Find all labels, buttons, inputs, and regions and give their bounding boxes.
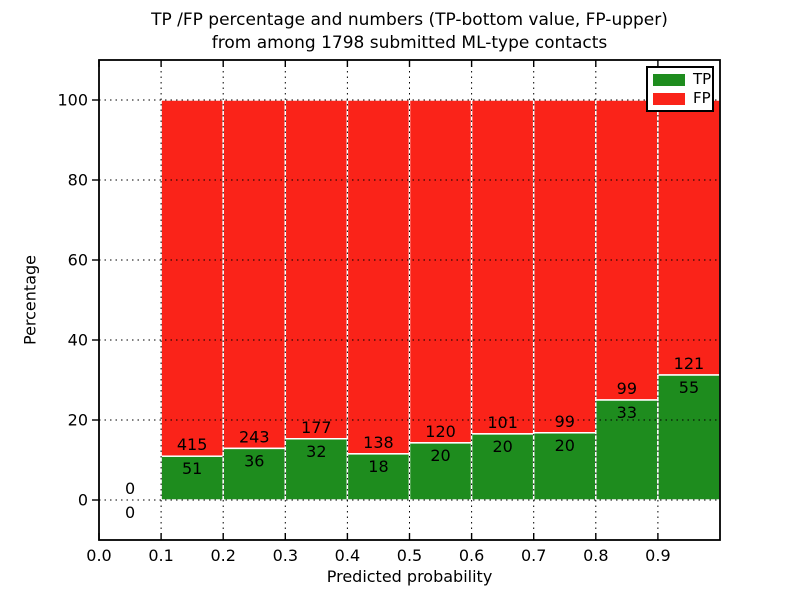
tp-count-label-4: 18 bbox=[368, 457, 388, 476]
fp-bar-segment-2 bbox=[222, 99, 287, 450]
x-tick-label-0.6: 0.6 bbox=[459, 546, 484, 565]
tp-swatch-icon bbox=[653, 73, 685, 86]
y-tick-label-60: 60 bbox=[68, 251, 88, 270]
y-tick-label-20: 20 bbox=[68, 411, 88, 430]
fp-count-label-1: 415 bbox=[177, 435, 208, 454]
tp-count-label-5: 20 bbox=[430, 446, 450, 465]
x-tick-label-0.9: 0.9 bbox=[645, 546, 670, 565]
fp-count-label-3: 177 bbox=[301, 418, 332, 437]
x-tick-label-0.5: 0.5 bbox=[397, 546, 422, 565]
tp-count-label-2: 36 bbox=[244, 451, 264, 470]
fp-legend-label: FP bbox=[693, 89, 711, 107]
x-tick-label-0.7: 0.7 bbox=[521, 546, 546, 565]
fp-count-label-6: 101 bbox=[487, 413, 518, 432]
legend-entry-tp: TP bbox=[653, 72, 711, 87]
fp-bar-segment-9 bbox=[657, 99, 721, 376]
tp-count-label-9: 55 bbox=[679, 378, 699, 397]
tp-bar-segment-2 bbox=[222, 447, 287, 501]
tp-count-label-1: 51 bbox=[182, 459, 202, 478]
fp-count-label-7: 99 bbox=[555, 412, 575, 431]
tp-bar-segment-4 bbox=[346, 453, 411, 501]
tp-count-label-7: 20 bbox=[555, 436, 575, 455]
x-tick-label-0.3: 0.3 bbox=[273, 546, 298, 565]
x-tick-label-0.2: 0.2 bbox=[210, 546, 235, 565]
tp-legend-label: TP bbox=[693, 70, 712, 88]
fp-bar-segment-1 bbox=[160, 99, 224, 457]
tp-count-label-6: 20 bbox=[492, 437, 512, 456]
fp-count-label-0: 0 bbox=[125, 479, 135, 498]
fp-bar-segment-4 bbox=[346, 99, 411, 455]
tp-bar-segment-9 bbox=[657, 374, 721, 501]
fp-bar-segment-8 bbox=[595, 99, 659, 401]
tp-bar-segment-8 bbox=[595, 399, 659, 501]
y-tick-label-80: 80 bbox=[68, 171, 88, 190]
x-tick-label-0: 0.0 bbox=[86, 546, 111, 565]
fp-count-label-4: 138 bbox=[363, 433, 394, 452]
fp-bar-segment-7 bbox=[532, 99, 597, 434]
chart-title-line2: from among 1798 submitted ML-type contac… bbox=[211, 33, 608, 53]
tp-count-label-0: 0 bbox=[125, 503, 135, 522]
fp-bar-segment-5 bbox=[408, 99, 473, 444]
fp-bar-segment-3 bbox=[284, 99, 349, 440]
fp-count-label-9: 121 bbox=[674, 354, 705, 373]
tp-count-label-8: 33 bbox=[617, 403, 637, 422]
tp-count-label-3: 32 bbox=[306, 442, 326, 461]
fp-count-label-2: 243 bbox=[239, 427, 270, 446]
x-axis-label: Predicted probability bbox=[326, 567, 493, 586]
x-tick-label-0.8: 0.8 bbox=[583, 546, 608, 565]
legend: TP FP bbox=[646, 66, 714, 112]
y-tick-label-0: 0 bbox=[78, 491, 88, 510]
fp-bar-segment-6 bbox=[470, 99, 535, 435]
y-tick-label-100: 100 bbox=[57, 91, 88, 110]
chart-title-line1: TP /FP percentage and numbers (TP-bottom… bbox=[151, 10, 668, 30]
fp-count-label-8: 99 bbox=[617, 379, 637, 398]
x-tick-label-0.1: 0.1 bbox=[148, 546, 173, 565]
y-tick-label-40: 40 bbox=[68, 331, 88, 350]
fp-swatch-icon bbox=[653, 92, 685, 105]
legend-entry-fp: FP bbox=[653, 91, 711, 106]
fp-count-label-5: 120 bbox=[425, 422, 456, 441]
chart-title: TP /FP percentage and numbers (TP-bottom… bbox=[99, 9, 720, 55]
tp-bar-segment-3 bbox=[284, 438, 349, 501]
tp-bar-segment-6 bbox=[470, 433, 535, 501]
x-tick-label-0.4: 0.4 bbox=[335, 546, 360, 565]
